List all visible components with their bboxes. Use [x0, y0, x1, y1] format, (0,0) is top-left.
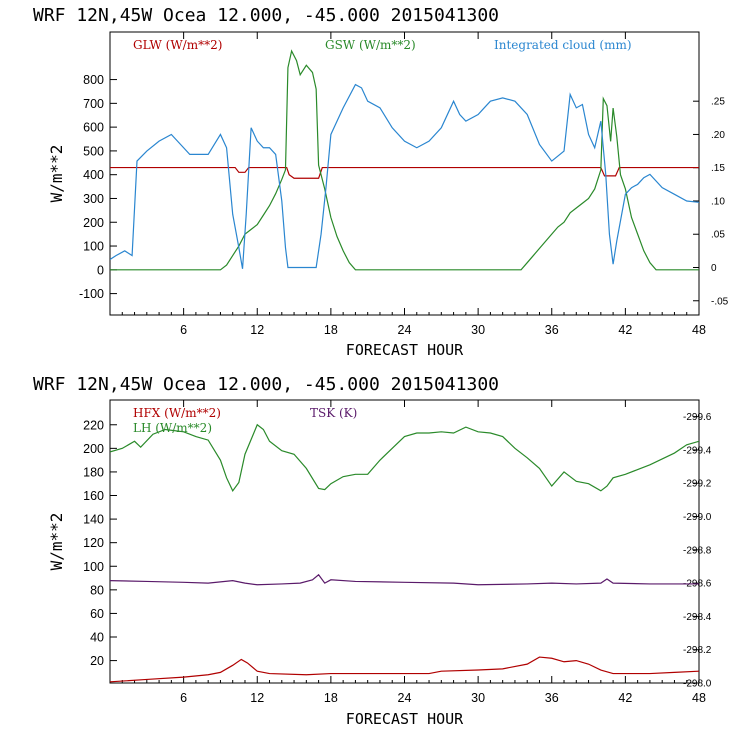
series-line-lh	[110, 423, 699, 492]
x-tick-label: 12	[250, 323, 264, 337]
y2-tick-label: -298.8	[683, 545, 712, 556]
y-tick-label: -100	[79, 287, 104, 301]
y-tick-label: 200	[83, 216, 104, 230]
x-tick-label: 6	[180, 323, 187, 337]
x-tick-label: 30	[471, 323, 485, 337]
x-tick-label: 42	[618, 323, 632, 337]
x-tick-label: 24	[398, 691, 412, 705]
y-tick-label: 220	[83, 418, 104, 432]
y-tick-label: 160	[83, 489, 104, 503]
plot-frame	[109, 399, 700, 684]
series-line-hfx	[110, 656, 699, 683]
y2-tick-label: 0	[711, 263, 717, 274]
y-tick-label: 300	[83, 192, 104, 206]
legend-entry: LH (W/m**2)	[133, 421, 212, 435]
x-tick-label: 18	[324, 691, 338, 705]
y-axis-label: W/m**2	[47, 145, 66, 203]
x-tick-label: 42	[618, 691, 632, 705]
y-tick-label: 40	[90, 631, 104, 645]
series-line-gsw	[110, 49, 699, 271]
x-tick-label: 18	[324, 323, 338, 337]
series-line-tsk	[110, 573, 699, 586]
legend-entry: Integrated cloud (mm)	[494, 38, 632, 52]
y-tick-label: 140	[83, 513, 104, 527]
chart-title: WRF 12N,45W Ocea 12.000, -45.000 2015041…	[33, 5, 499, 26]
y-tick-label: 120	[83, 536, 104, 550]
x-axis-label: FORECAST HOUR	[346, 341, 464, 359]
y-tick-label: 0	[97, 263, 104, 277]
x-axis-label: FORECAST HOUR	[346, 710, 464, 728]
y2-tick-label: .20	[711, 130, 725, 141]
y2-tick-label: -299.0	[683, 512, 712, 523]
y-tick-label: 180	[83, 465, 104, 479]
y-tick-label: 500	[83, 144, 104, 158]
y2-tick-label: .05	[711, 230, 725, 241]
x-tick-label: 36	[545, 691, 559, 705]
chart-title: WRF 12N,45W Ocea 12.000, -45.000 2015041…	[33, 374, 499, 395]
y2-tick-label: -299.4	[683, 445, 712, 456]
y2-tick-label: -.05	[711, 296, 729, 307]
y2-tick-label: -299.6	[683, 412, 712, 423]
legend-entry: GLW (W/m**2)	[133, 38, 222, 52]
y-tick-label: 200	[83, 442, 104, 456]
x-tick-label: 48	[692, 323, 706, 337]
y2-tick-label: -299.2	[683, 479, 712, 490]
y2-tick-label: .15	[711, 163, 725, 174]
y-tick-label: 60	[90, 607, 104, 621]
y-tick-label: 700	[83, 97, 104, 111]
y-tick-label: 400	[83, 168, 104, 182]
y-tick-label: 100	[83, 240, 104, 254]
x-tick-label: 24	[398, 323, 412, 337]
y-axis-label: W/m**2	[47, 513, 66, 571]
y2-tick-label: -298.4	[683, 612, 712, 623]
x-tick-label: 30	[471, 691, 485, 705]
series-line-glw	[110, 166, 699, 179]
y-tick-label: 80	[90, 583, 104, 597]
y-tick-label: 800	[83, 73, 104, 87]
series-line-integrated	[110, 83, 699, 269]
y2-tick-label: .25	[711, 97, 725, 108]
x-tick-label: 36	[545, 323, 559, 337]
x-tick-label: 48	[692, 691, 706, 705]
legend-entry: GSW (W/m**2)	[325, 38, 416, 52]
y-tick-label: 100	[83, 560, 104, 574]
plot-frame	[109, 31, 700, 316]
y2-tick-label: .10	[711, 196, 725, 207]
y-tick-label: 600	[83, 121, 104, 135]
legend-entry: HFX (W/m**2)	[133, 406, 221, 420]
y-tick-label: 20	[90, 654, 104, 668]
y2-tick-label: -298.0	[683, 679, 712, 690]
legend-entry: TSK (K)	[310, 406, 357, 420]
x-tick-label: 6	[180, 691, 187, 705]
y2-tick-label: -298.2	[683, 645, 712, 656]
x-tick-label: 12	[250, 691, 264, 705]
